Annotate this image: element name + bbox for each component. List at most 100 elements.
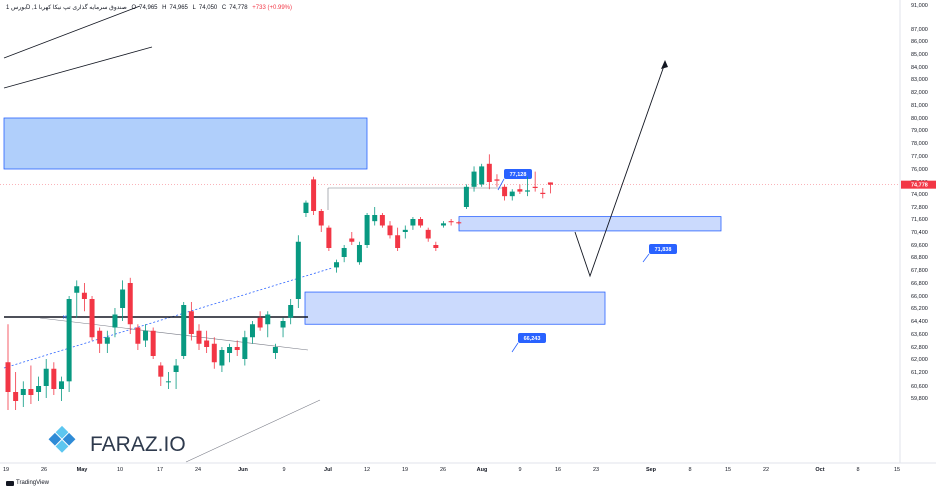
candle-body[interactable] bbox=[418, 219, 424, 226]
last-price-badge bbox=[901, 180, 936, 189]
trendline-top-2[interactable] bbox=[3, 46, 153, 89]
candle-body[interactable] bbox=[341, 248, 347, 257]
candle-body[interactable] bbox=[51, 368, 57, 389]
time-tick-label: Oct bbox=[815, 467, 824, 473]
candle-body[interactable] bbox=[525, 190, 531, 192]
candle-body[interactable] bbox=[509, 191, 515, 197]
candle-body[interactable] bbox=[265, 314, 271, 325]
price-tick-label: 62,800 bbox=[911, 345, 928, 351]
zone-mid[interactable] bbox=[458, 216, 722, 232]
candle-body[interactable] bbox=[463, 186, 469, 207]
candle-body[interactable] bbox=[20, 389, 26, 395]
candle-body[interactable] bbox=[211, 343, 217, 363]
candle-body[interactable] bbox=[74, 286, 80, 293]
candle-body[interactable] bbox=[311, 179, 317, 211]
candle-body[interactable] bbox=[303, 202, 309, 213]
candle-body[interactable] bbox=[471, 171, 477, 187]
price-tick-label: 86,000 bbox=[911, 39, 928, 45]
candle-body[interactable] bbox=[334, 262, 340, 268]
candle-body[interactable] bbox=[532, 186, 538, 188]
candle-body[interactable] bbox=[257, 317, 263, 328]
tradingview-logo-icon bbox=[6, 480, 14, 486]
candle-body[interactable] bbox=[486, 163, 492, 182]
candle-body[interactable] bbox=[127, 283, 133, 325]
candle-body[interactable] bbox=[288, 305, 294, 318]
candle-body[interactable] bbox=[425, 229, 431, 239]
time-tick-label: 15 bbox=[894, 467, 900, 473]
price-tick-label: 83,000 bbox=[911, 77, 928, 83]
candle-body[interactable] bbox=[326, 227, 332, 248]
candle-body[interactable] bbox=[234, 347, 240, 350]
candle-body[interactable] bbox=[165, 381, 171, 383]
candle-body[interactable] bbox=[372, 215, 378, 222]
candle-body[interactable] bbox=[242, 337, 248, 359]
candle-body[interactable] bbox=[28, 389, 34, 395]
candle-body[interactable] bbox=[379, 215, 385, 226]
price-axis-bg bbox=[900, 0, 936, 492]
candle-body[interactable] bbox=[440, 223, 446, 226]
candle-body[interactable] bbox=[540, 192, 546, 194]
candle-body[interactable] bbox=[173, 365, 179, 373]
candle-body[interactable] bbox=[181, 305, 187, 356]
level-marker-label: HL bbox=[63, 315, 70, 321]
tradingview-brand[interactable]: TradingView bbox=[6, 480, 49, 486]
trendline-lower[interactable] bbox=[185, 399, 321, 463]
candle-body[interactable] bbox=[356, 245, 362, 263]
zone-bottom[interactable] bbox=[304, 291, 606, 325]
candle-body[interactable] bbox=[448, 221, 454, 223]
candle-body[interactable] bbox=[150, 330, 156, 356]
candle-body[interactable] bbox=[66, 299, 72, 382]
candle-body[interactable] bbox=[517, 189, 523, 192]
candle-body[interactable] bbox=[188, 311, 194, 334]
zone-top[interactable] bbox=[3, 117, 368, 170]
trendline-grey[interactable] bbox=[39, 317, 309, 351]
candle-body[interactable] bbox=[219, 350, 225, 366]
time-tick-label: 12 bbox=[364, 467, 370, 473]
candle-body[interactable] bbox=[479, 166, 485, 185]
trendline-top-1[interactable] bbox=[3, 5, 141, 59]
candle-body[interactable] bbox=[143, 330, 149, 341]
candle-body[interactable] bbox=[280, 321, 286, 328]
time-tick-label: 26 bbox=[41, 467, 47, 473]
candle-body[interactable] bbox=[196, 330, 202, 344]
candle-body[interactable] bbox=[97, 330, 103, 344]
candle-body[interactable] bbox=[227, 347, 233, 353]
price-tick-label: 74,000 bbox=[911, 192, 928, 198]
candle-body[interactable] bbox=[295, 241, 301, 299]
candle-body[interactable] bbox=[58, 381, 64, 389]
candle-body[interactable] bbox=[494, 179, 500, 181]
candle-body[interactable] bbox=[402, 229, 408, 232]
projection-path[interactable] bbox=[574, 62, 666, 278]
candle-body[interactable] bbox=[502, 186, 508, 197]
candle-body[interactable] bbox=[43, 368, 49, 386]
trendline-dashed[interactable] bbox=[3, 267, 333, 369]
candle-body[interactable] bbox=[395, 235, 401, 248]
price-tick-label: 84,000 bbox=[911, 65, 928, 71]
candle-body[interactable] bbox=[13, 392, 19, 401]
candle-body[interactable] bbox=[104, 337, 110, 344]
candle-body[interactable] bbox=[364, 215, 370, 245]
candle-body[interactable] bbox=[433, 245, 439, 248]
time-tick-label: Jun bbox=[238, 467, 248, 473]
time-tick-label: 8 bbox=[856, 467, 859, 473]
candle-body[interactable] bbox=[249, 324, 255, 338]
price-tick-label: 66,800 bbox=[911, 281, 928, 287]
candle-body[interactable] bbox=[158, 365, 164, 377]
candle-body[interactable] bbox=[387, 225, 393, 236]
candle-body[interactable] bbox=[81, 292, 87, 299]
candle-body[interactable] bbox=[456, 222, 462, 224]
candle-body[interactable] bbox=[204, 340, 210, 348]
candle-body[interactable] bbox=[410, 219, 416, 226]
candle-body[interactable] bbox=[272, 347, 278, 353]
candle-body[interactable] bbox=[112, 314, 118, 328]
candle-body[interactable] bbox=[135, 327, 141, 344]
candle-body[interactable] bbox=[318, 211, 324, 226]
candle-body[interactable] bbox=[89, 299, 95, 338]
candle-body[interactable] bbox=[36, 386, 42, 392]
candle-body[interactable] bbox=[120, 289, 126, 309]
candle-body[interactable] bbox=[547, 182, 553, 185]
candle-body[interactable] bbox=[349, 238, 355, 242]
candle-body[interactable] bbox=[5, 362, 11, 392]
